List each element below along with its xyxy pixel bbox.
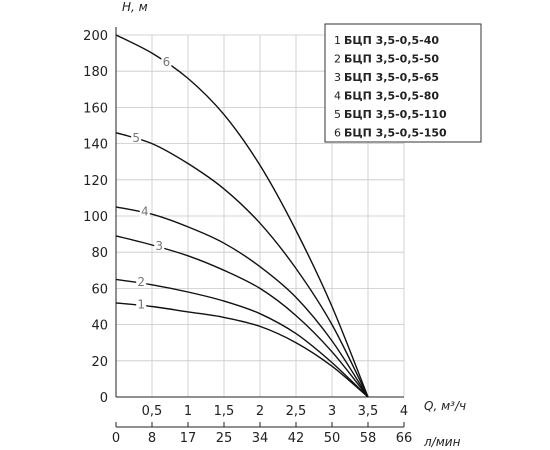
x-tick-label: 0,5: [142, 404, 163, 419]
curve-label-bg: [136, 275, 147, 288]
legend-entry-name: БЦП 3,5-0,5-80: [344, 90, 439, 103]
legend-entry-number: 2: [334, 53, 341, 66]
legend: 1 БЦП 3,5-0,5-402 БЦП 3,5-0,5-503 БЦП 3,5-0…: [324, 23, 482, 143]
x-axis-label: Q, м³/ч: [424, 399, 466, 413]
legend-entry-number: 4: [334, 90, 341, 103]
x2-tick-label: 34: [252, 431, 269, 446]
curve-1: [115, 302, 369, 398]
x2-tick-label: 0: [112, 431, 120, 446]
legend-entry-name: БЦП 3,5-0,5-150: [344, 127, 447, 140]
curve-3: [115, 235, 369, 398]
curve-label-6: 6: [163, 55, 171, 69]
x-tick-labels: 0,5 1 1,5 2 2,5 3 3,5 4: [142, 404, 408, 419]
x-tick-label: 4: [400, 404, 408, 419]
y-tick-label: 100: [83, 210, 108, 225]
curve-label-1: 1: [137, 297, 145, 311]
x-tick-label: 2: [256, 404, 264, 419]
x-tick-label: 1: [184, 404, 192, 419]
y-tick-label: 140: [83, 138, 108, 153]
x2-tick-labels: 0 8 17 25 34 42 50 58 66: [112, 431, 412, 446]
x2-tick-label: 66: [396, 431, 413, 446]
grid: [116, 34, 405, 397]
x2-tick-label: 58: [360, 431, 377, 446]
x-tick-label: 1,5: [214, 404, 235, 419]
axes: [115, 27, 405, 428]
y-tick-label: 160: [83, 101, 108, 116]
curve-label-4: 4: [141, 205, 149, 219]
y-tick-label: 80: [91, 246, 108, 261]
curve-label-bg: [161, 55, 172, 68]
x2-tick-label: 25: [216, 431, 233, 446]
curve-label-3: 3: [155, 239, 163, 253]
curve-4: [115, 206, 369, 398]
curve-label-2: 2: [137, 275, 145, 289]
y-tick-label: 180: [83, 65, 108, 80]
x2-tick-label: 17: [180, 431, 197, 446]
y-tick-label: 0: [100, 391, 108, 406]
curve-labels: 1 2 3 4 5 6: [131, 55, 172, 311]
curve-label-bg: [131, 130, 142, 143]
legend-entry-name: БЦП 3,5-0,5-50: [344, 53, 439, 66]
x2-axis-label: л/мин: [423, 435, 461, 449]
curve-label-bg: [139, 204, 150, 217]
y-tick-label: 60: [91, 282, 108, 297]
legend-entry-name: БЦП 3,5-0,5-40: [344, 34, 439, 47]
legend-entry-name: БЦП 3,5-0,5-110: [344, 108, 447, 121]
curve-6: [115, 34, 369, 398]
legend-entry-number: 1: [334, 34, 341, 47]
curve-label-bg: [136, 297, 147, 310]
curve-label-5: 5: [132, 131, 140, 145]
curve-5: [115, 132, 369, 398]
legend-entry-number: 3: [334, 71, 341, 84]
legend-entry-number: 5: [334, 108, 341, 121]
x-tick-label: 3: [328, 404, 336, 419]
x-tick-label: 2,5: [286, 404, 307, 419]
legend-box: [324, 23, 482, 143]
x2-tick-label: 42: [288, 431, 305, 446]
curve-label-bg: [154, 239, 165, 252]
x2-tick-label: 50: [324, 431, 341, 446]
y-tick-labels: 0 20 40 60 80 100 120 140 160 180 200: [83, 29, 108, 406]
curve-2: [115, 278, 369, 398]
y-tick-label: 20: [91, 355, 108, 370]
x2-tick-label: 8: [148, 431, 156, 446]
legend-entry-number: 6: [334, 127, 341, 140]
x-tick-label: 3,5: [358, 404, 379, 419]
y-tick-label: 120: [83, 174, 108, 189]
y-axis-label: H, м: [122, 0, 148, 14]
y-tick-label: 40: [91, 319, 108, 334]
legend-entry-name: БЦП 3,5-0,5-65: [344, 71, 439, 84]
y-tick-label: 200: [83, 29, 108, 44]
